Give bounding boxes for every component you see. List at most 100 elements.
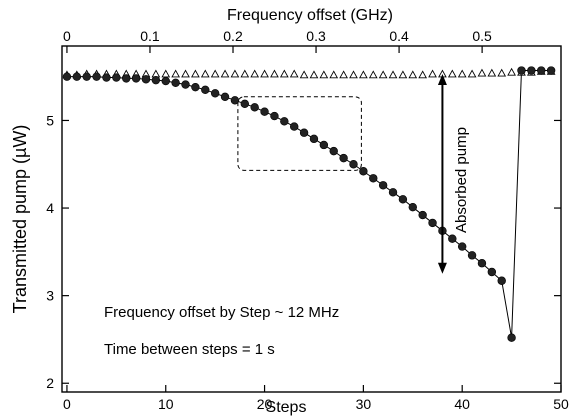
triangle-point — [477, 68, 487, 77]
circle-point — [537, 66, 546, 75]
circle-point — [92, 72, 101, 81]
circle-point — [517, 66, 526, 75]
circle-point — [151, 75, 161, 85]
triangle-point — [388, 70, 398, 79]
tick-labels: 0 10 20 30 40 50 0 0.1 0.2 0.3 0.4 0.5 2 3 4 5 — [46, 28, 569, 412]
circle-point — [290, 122, 299, 131]
circle-point — [181, 80, 190, 89]
circle-point — [388, 188, 398, 197]
circle-point — [448, 234, 457, 243]
circle-point — [270, 111, 279, 121]
circle-point — [359, 167, 368, 176]
triangle-point — [161, 69, 171, 78]
y-tick-label: 2 — [46, 375, 54, 391]
triangle-point — [181, 69, 190, 78]
circle-point — [240, 99, 250, 109]
x2-tick-label: 0.3 — [306, 28, 326, 44]
triangle-point — [230, 69, 240, 78]
circle-point — [369, 174, 378, 183]
circle-point — [477, 259, 487, 268]
x2-tick-label: 0.4 — [389, 28, 409, 44]
x2-tick-label: 0 — [63, 28, 71, 44]
y-tick-label: 5 — [46, 112, 54, 128]
circle-point — [398, 195, 408, 204]
circle-point — [467, 251, 477, 260]
plot-frame — [61, 45, 562, 393]
circle-point — [122, 74, 131, 83]
triangle-point — [418, 70, 428, 79]
circle-point — [457, 242, 467, 251]
highlight-box — [237, 96, 362, 171]
triangle-point — [319, 70, 329, 79]
triangle-point — [378, 70, 388, 79]
circle-point — [309, 134, 319, 144]
circle-point — [339, 153, 348, 163]
triangle-point — [447, 69, 457, 78]
triangle-point — [200, 69, 210, 78]
triangle-point — [368, 70, 378, 79]
triangle-point — [398, 70, 408, 79]
triangle-point — [359, 70, 368, 79]
circle-point — [72, 72, 82, 81]
x-tick-label: 30 — [356, 396, 372, 412]
circle-point — [250, 103, 259, 112]
annotation-absorbed-pump: Absorbed pump — [453, 127, 470, 233]
circle-point — [102, 73, 111, 82]
triangle-point — [240, 69, 250, 78]
triangle-point — [457, 69, 467, 78]
circle-point — [487, 267, 497, 277]
triangle-point — [260, 69, 269, 78]
triangle-point — [289, 69, 299, 78]
triangle-point — [507, 67, 516, 76]
circle-point — [280, 117, 289, 126]
circle-point — [82, 72, 91, 81]
triangle-point — [210, 69, 220, 78]
x2-axis-title: Frequency offset (GHz) — [227, 7, 393, 24]
arrow-head-bottom — [437, 262, 447, 274]
circle-point — [131, 74, 141, 83]
x-tick-label: 40 — [454, 396, 470, 412]
x-tick-label: 20 — [257, 396, 273, 412]
circle-point — [299, 128, 309, 137]
triangle-point — [270, 69, 279, 78]
circle-point — [260, 107, 269, 116]
triangle-point — [309, 70, 319, 79]
x-tick-label: 10 — [158, 396, 174, 412]
triangle-point — [191, 69, 200, 78]
circle-point — [507, 333, 516, 342]
circle-point — [112, 73, 121, 82]
triangle-point — [279, 69, 289, 78]
triangle-point — [339, 70, 348, 79]
triangle-point — [497, 68, 507, 77]
circle-point — [418, 210, 427, 220]
triangle-point — [171, 69, 180, 78]
circle-point — [428, 218, 437, 228]
y-tick-label: 4 — [46, 200, 54, 216]
circle-point — [62, 72, 72, 81]
triangle-point — [299, 70, 309, 79]
x-tick-label: 50 — [553, 396, 569, 412]
circle-point — [171, 78, 180, 87]
circle-point — [408, 202, 417, 212]
circle-point — [191, 82, 200, 92]
circle-point — [220, 92, 230, 102]
triangle-point — [220, 69, 230, 78]
x-axis-title: Steps — [266, 399, 307, 416]
arrow-head-top — [437, 74, 447, 86]
circle-point — [349, 160, 358, 169]
circle-point — [230, 96, 240, 105]
circle-point — [546, 66, 556, 75]
circle-point — [319, 140, 329, 150]
y-tick-label: 3 — [46, 288, 54, 304]
annotation-time-between-steps: Time between steps = 1 s — [104, 341, 275, 358]
markers — [62, 66, 556, 342]
x2-tick-label: 0.5 — [472, 28, 492, 44]
triangle-point — [467, 69, 477, 78]
triangle-point — [329, 70, 339, 79]
triangle-point — [151, 69, 161, 78]
circle-point — [141, 75, 151, 84]
ticks — [62, 46, 562, 392]
x2-tick-label: 0.2 — [223, 28, 243, 44]
triangle-point — [428, 69, 437, 78]
